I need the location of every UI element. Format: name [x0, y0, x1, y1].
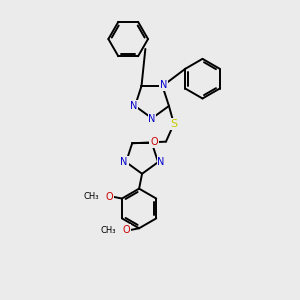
Text: N: N — [130, 101, 138, 111]
Text: N: N — [158, 157, 165, 167]
Text: N: N — [148, 114, 156, 124]
Text: O: O — [105, 192, 113, 202]
Text: S: S — [170, 119, 178, 129]
Text: N: N — [160, 80, 167, 90]
Text: O: O — [150, 137, 158, 147]
Text: CH₃: CH₃ — [84, 192, 99, 201]
Text: CH₃: CH₃ — [101, 226, 116, 235]
Text: N: N — [120, 157, 128, 167]
Text: O: O — [122, 225, 130, 235]
